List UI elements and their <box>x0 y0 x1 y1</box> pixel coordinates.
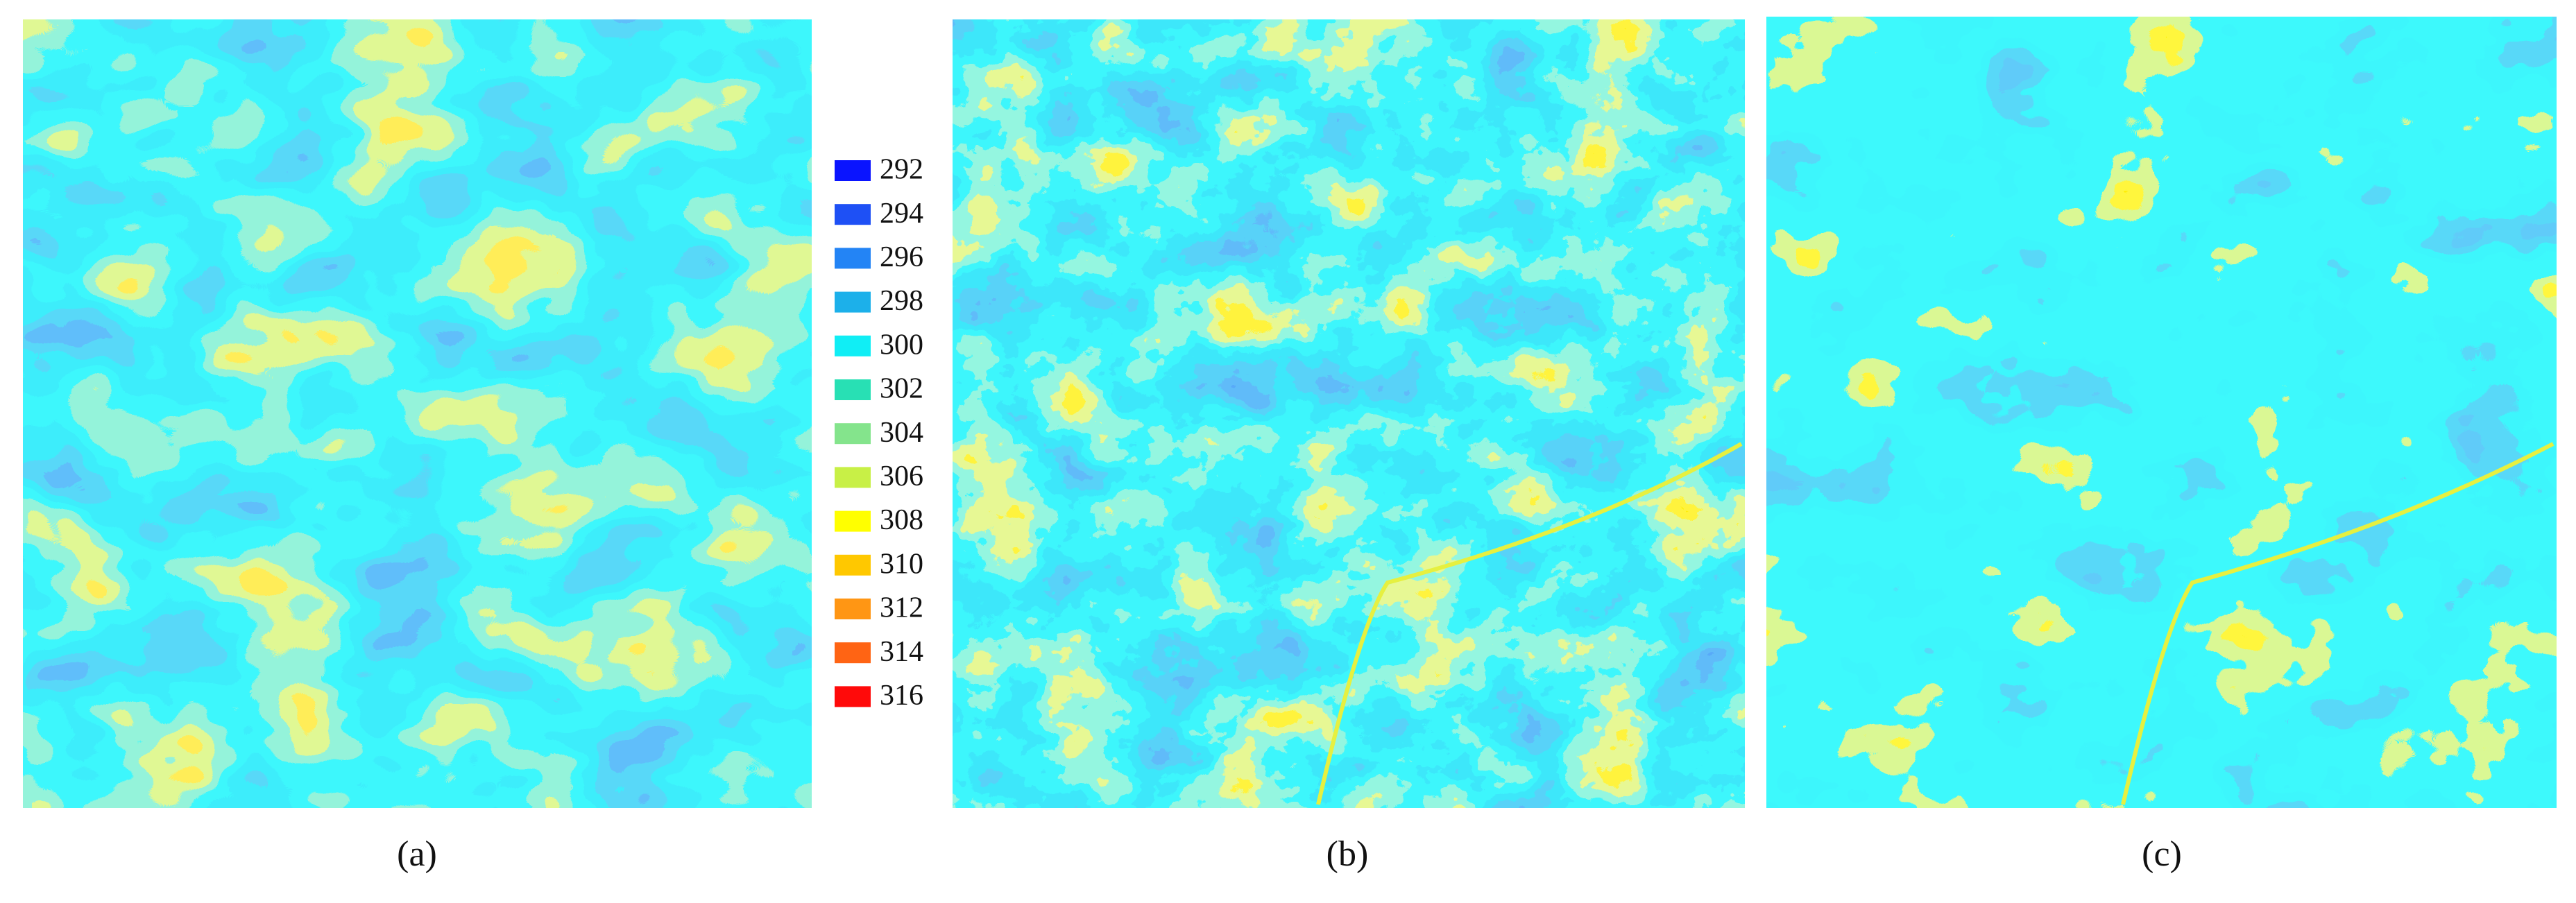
legend-swatch <box>835 291 871 313</box>
caption: (c) <box>2142 834 2182 874</box>
panel-c <box>1766 17 2557 808</box>
raster-map <box>23 19 812 808</box>
legend-swatch <box>835 642 871 664</box>
caption: (b) <box>1327 834 1369 874</box>
legend-swatch <box>835 204 871 225</box>
legend-label: 308 <box>880 504 923 536</box>
legend-label: 312 <box>880 592 923 624</box>
legend-swatch <box>835 599 871 619</box>
legend-label: 314 <box>880 636 923 668</box>
caption: (a) <box>397 834 437 874</box>
road <box>1316 442 1743 805</box>
legend: 292 294 296 298 300 302 304 306 308 310 312 314 316 <box>835 154 923 712</box>
legend-label: 310 <box>880 548 923 580</box>
panel-a <box>23 19 812 808</box>
legend-label: 292 <box>880 154 923 186</box>
legend-swatch <box>835 160 871 181</box>
legend-label: 306 <box>880 461 923 492</box>
raster-map <box>953 19 1745 808</box>
panel-b <box>953 19 1745 808</box>
road <box>2121 442 2554 805</box>
legend-swatch <box>835 248 871 269</box>
legend-swatch <box>835 510 871 532</box>
legend-swatch <box>835 379 871 400</box>
raster-map <box>1766 17 2557 808</box>
legend-swatch <box>835 686 871 707</box>
legend-label: 296 <box>880 241 923 273</box>
legend-swatch <box>835 335 871 356</box>
legend-swatch <box>835 467 871 488</box>
legend-swatch <box>835 554 871 576</box>
legend-label: 294 <box>880 198 923 230</box>
legend-label: 316 <box>880 680 923 712</box>
legend-label: 300 <box>880 329 923 361</box>
legend-label: 304 <box>880 417 923 449</box>
legend-label: 298 <box>880 285 923 317</box>
legend-label: 302 <box>880 373 923 405</box>
legend-swatch <box>835 423 871 445</box>
